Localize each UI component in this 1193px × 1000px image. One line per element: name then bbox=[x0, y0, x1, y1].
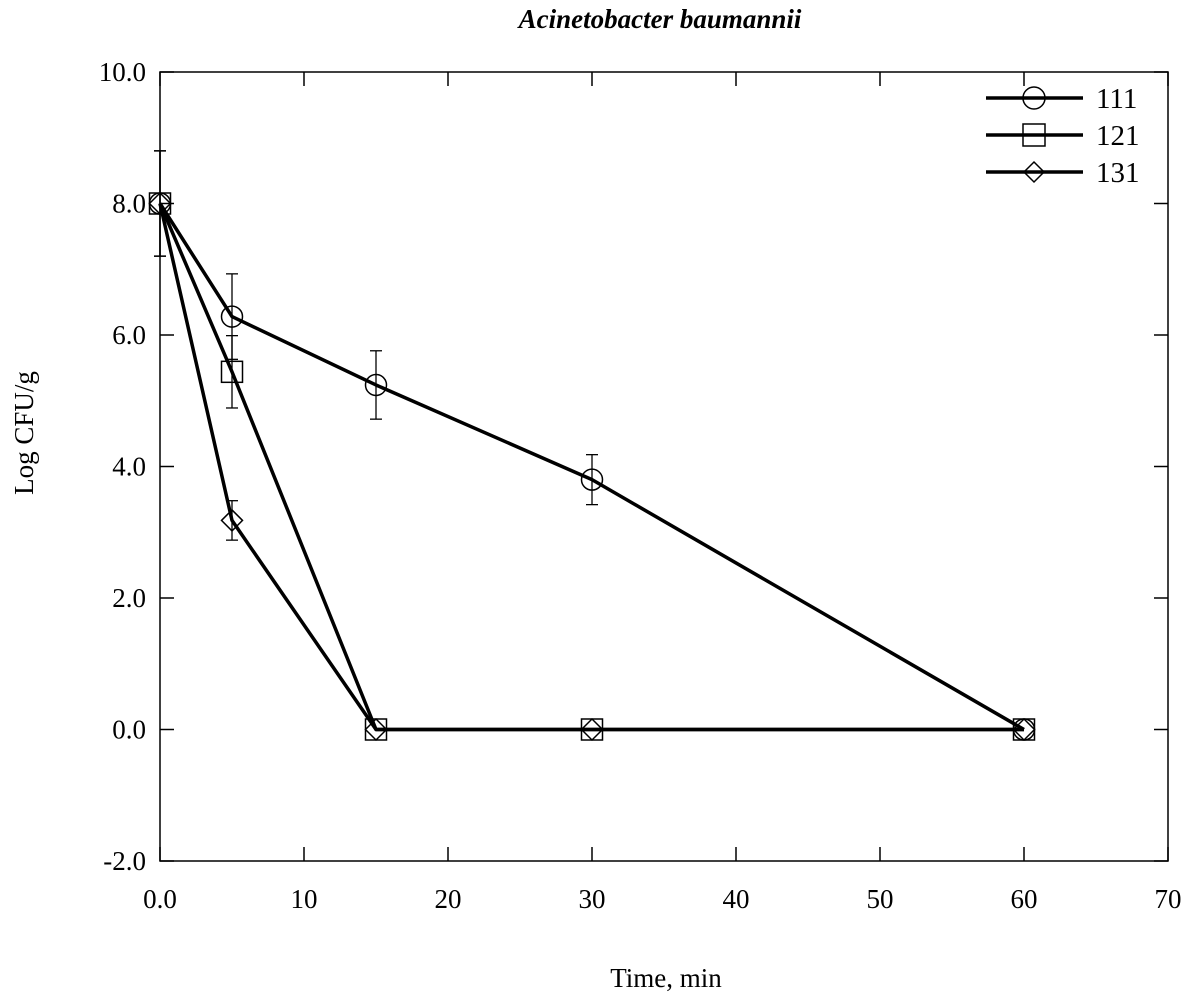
x-tick-label: 60 bbox=[1011, 884, 1038, 914]
y-tick-label: 8.0 bbox=[112, 189, 146, 219]
series-131 bbox=[154, 150, 1024, 732]
legend-label: 131 bbox=[1096, 157, 1140, 189]
legend-marker-131 bbox=[1022, 160, 1046, 184]
legend-marker-121 bbox=[1022, 123, 1046, 147]
y-tick-label: 10.0 bbox=[99, 57, 146, 87]
legend: 111 121 131 bbox=[986, 83, 1140, 189]
y-tick-label: 0.0 bbox=[112, 715, 146, 745]
x-tick-label: 0.0 bbox=[143, 884, 177, 914]
series-121 bbox=[154, 150, 1024, 732]
legend-label: 121 bbox=[1096, 120, 1140, 152]
y-tick-label: 6.0 bbox=[112, 320, 146, 350]
x-tick-label: 30 bbox=[579, 884, 606, 914]
x-tick-label: 10 bbox=[291, 884, 318, 914]
data-point-111 bbox=[220, 305, 244, 328]
plot-frame bbox=[159, 71, 1169, 862]
data-point-111 bbox=[364, 373, 388, 397]
data-point-131 bbox=[364, 717, 388, 742]
chart-title: Acinetobacter baumannii bbox=[517, 4, 802, 34]
x-tick-label: 70 bbox=[1155, 884, 1182, 914]
y-tick-label: -2.0 bbox=[103, 846, 146, 876]
data-point-131 bbox=[580, 717, 604, 742]
series-line bbox=[158, 203, 1024, 732]
y-tick-label: 2.0 bbox=[112, 583, 146, 613]
x-tick-label: 50 bbox=[867, 884, 894, 914]
x-tick-label: 20 bbox=[435, 884, 462, 914]
data-point-111 bbox=[580, 468, 604, 491]
data-point-121 bbox=[220, 360, 244, 384]
y-tick-label: 4.0 bbox=[112, 452, 146, 482]
legend-marker-111 bbox=[1022, 86, 1046, 110]
series-111 bbox=[154, 150, 1025, 732]
legend-label: 111 bbox=[1096, 83, 1137, 115]
y-axis-label: Log CFU/g bbox=[9, 371, 39, 495]
data-point-131 bbox=[1012, 717, 1036, 742]
plot-area bbox=[148, 150, 1036, 742]
x-axis-label: Time, min bbox=[610, 963, 722, 993]
data-point-131 bbox=[220, 508, 244, 532]
data-point-131 bbox=[148, 191, 172, 216]
axes-group: 0.0 10 20 30 40 50 60 70 -2.0 0.0 2.0 4.0 6.0 8.0 10.0 bbox=[99, 57, 1182, 914]
x-tick-label: 40 bbox=[723, 884, 750, 914]
